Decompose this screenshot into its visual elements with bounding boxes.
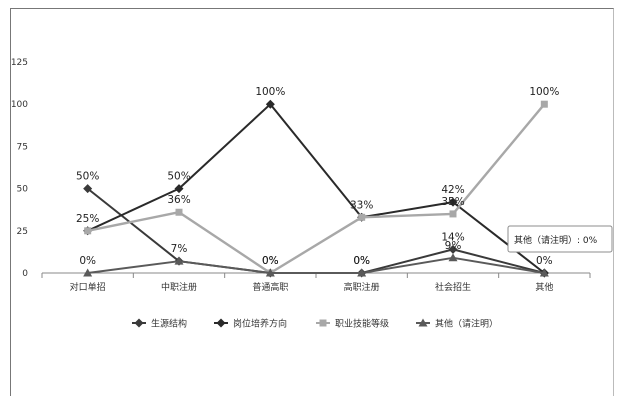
data-label-4-5: 9% (445, 240, 462, 252)
data-label-4-1: 0% (79, 255, 96, 267)
y-tick-label: 125 (11, 58, 28, 68)
data-point-4-5 (449, 253, 458, 261)
data-label-3-2: 36% (167, 194, 190, 206)
legend-label-4: 其他（请注明） (435, 318, 498, 330)
data-label-1-1: 50% (76, 171, 99, 183)
series-line-4 (88, 258, 545, 273)
legend-marker-1 (135, 319, 144, 328)
data-label-2-3: 100% (255, 86, 285, 98)
data-label-4-3: 0% (262, 255, 279, 267)
x-tick-label: 高职注册 (344, 281, 380, 293)
x-tick-label: 中职注册 (161, 281, 197, 293)
series-line-2 (88, 104, 545, 273)
series-line-3 (88, 104, 545, 273)
data-point-3-2 (176, 209, 183, 216)
legend-marker-2 (217, 319, 226, 328)
legend-marker-3 (320, 320, 327, 327)
x-tick-label: 普通高职 (252, 281, 288, 293)
y-tick-label: 100 (11, 100, 28, 110)
legend-label-3: 职业技能等级 (335, 318, 389, 330)
data-label-2-2: 50% (167, 171, 190, 183)
data-label-1-2: 7% (171, 243, 188, 255)
y-tick-label: 0 (22, 269, 28, 279)
x-tick-label: 社会招生 (435, 281, 471, 293)
data-label-4-4: 0% (353, 255, 370, 267)
series-line-1 (88, 189, 545, 273)
x-tick-label: 其他 (535, 281, 553, 293)
data-label-1-6: 0% (536, 255, 553, 267)
legend-label-2: 岗位培养方向 (233, 318, 287, 330)
x-tick-label: 对口单招 (70, 281, 106, 293)
data-point-3-5 (450, 210, 457, 217)
data-point-3-1 (84, 227, 91, 234)
y-tick-label: 25 (17, 227, 28, 237)
data-label-3-5: 35% (441, 196, 464, 208)
data-label-2-5: 42% (441, 184, 464, 196)
data-point-3-4 (358, 214, 365, 221)
data-point-3-6 (541, 101, 548, 108)
data-label-2-1: 25% (76, 213, 99, 225)
y-tick-label: 75 (17, 142, 28, 152)
y-tick-label: 50 (17, 185, 29, 195)
data-label-2-4: 33% (350, 199, 373, 211)
legend-label-1: 生源结构 (151, 318, 187, 330)
tooltip-text: 其他（请注明）: 0% (514, 234, 598, 246)
data-label-3-6: 100% (529, 86, 559, 98)
